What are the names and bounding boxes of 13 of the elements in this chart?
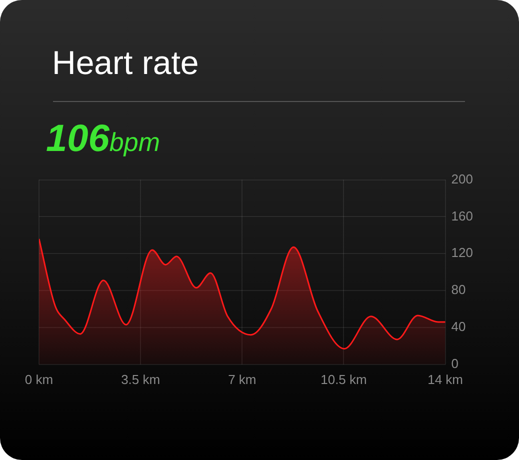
x-tick-label: 7 km <box>228 372 256 387</box>
x-tick-label: 0 km <box>24 372 54 387</box>
chart-title: Heart rate <box>52 44 199 82</box>
x-tick-label: 3.5 km <box>121 372 160 387</box>
y-tick-label: 160 <box>451 208 474 224</box>
y-tick-label: 200 <box>451 171 474 186</box>
y-tick-label: 0 <box>451 356 459 371</box>
x-tick-label: 10.5 km <box>320 372 367 387</box>
y-tick-label: 80 <box>451 282 466 298</box>
y-tick-label: 120 <box>451 245 474 260</box>
x-tick-label: 14 km <box>428 372 464 387</box>
y-tick-label: 40 <box>451 319 466 334</box>
chart-subtitle: 106bpm <box>46 118 160 160</box>
